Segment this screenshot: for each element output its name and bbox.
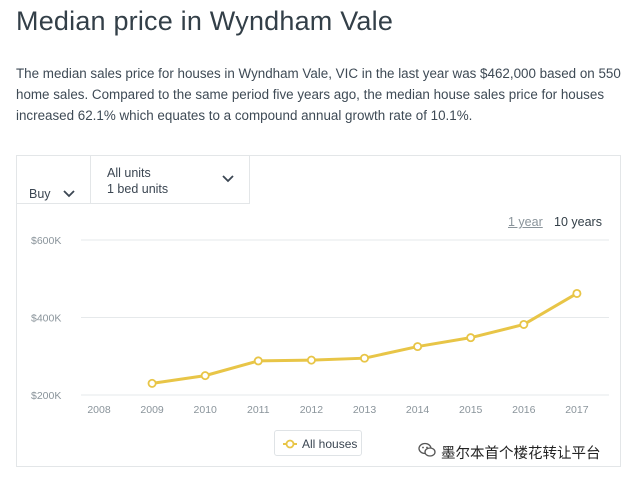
range-1-year-button[interactable]: 1 year — [508, 215, 543, 229]
watermark-text: 墨尔本首个楼花转让平台 — [441, 446, 601, 462]
series-line — [151, 292, 578, 385]
range-10-years-button[interactable]: 10 years — [554, 215, 602, 229]
x-tick-label: 2008 — [87, 404, 111, 416]
x-tick-label: 2014 — [406, 404, 430, 416]
x-tick-label: 2016 — [512, 404, 536, 416]
data-point — [519, 319, 529, 329]
property-type-option: All units — [107, 166, 151, 180]
legend-all-houses[interactable]: All houses — [274, 430, 362, 456]
x-tick-label: 2011 — [247, 404, 270, 416]
property-type-option: 1 bed units — [107, 182, 169, 196]
x-tick-label: 2012 — [300, 404, 324, 416]
x-tick-label: 2010 — [194, 404, 218, 416]
listing-type-select[interactable]: Buy — [17, 156, 91, 204]
data-point — [466, 333, 476, 343]
data-point — [306, 355, 316, 365]
legend-marker-icon — [283, 439, 297, 449]
chevron-down-icon — [222, 175, 234, 183]
x-tick-label: 2015 — [459, 404, 483, 416]
y-tick-label: $400K — [31, 313, 61, 325]
chart-card: Buy All units 1 bed units 1 year 10 year… — [16, 155, 621, 467]
price-line-chart: $200K $400K $600K 2008 2009 2010 2011 2012 2013 2… — [31, 235, 609, 416]
wechat-icon — [418, 442, 436, 457]
x-tick-label: 2009 — [140, 404, 164, 416]
data-point — [359, 353, 369, 363]
data-point — [147, 378, 157, 388]
page-title: Median price in Wyndham Vale — [16, 6, 394, 36]
summary-text: The median sales price for houses in Wyn… — [16, 66, 621, 123]
data-point — [200, 371, 210, 381]
y-tick-label: $200K — [31, 390, 61, 402]
x-tick-label: 2013 — [353, 404, 377, 416]
data-point — [572, 288, 582, 298]
data-point — [413, 342, 423, 352]
data-point — [253, 356, 263, 366]
legend-label: All houses — [302, 437, 358, 451]
x-tick-label: 2017 — [565, 404, 589, 416]
y-tick-label: $600K — [31, 235, 61, 247]
property-type-select[interactable]: All units 1 bed units — [91, 156, 250, 204]
chevron-down-icon — [63, 190, 75, 198]
listing-type-value: Buy — [29, 187, 51, 201]
